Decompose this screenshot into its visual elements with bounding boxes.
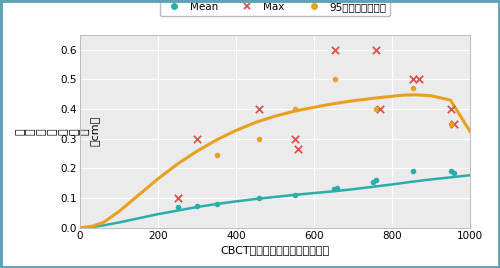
Point — [332, 77, 340, 81]
Legend: Mean, Max, 95パーセンタイル: Mean, Max, 95パーセンタイル — [160, 0, 390, 16]
Point — [193, 203, 201, 208]
Point — [294, 147, 302, 151]
Point — [193, 137, 201, 141]
Point — [410, 77, 418, 81]
Point — [256, 107, 264, 111]
Point — [174, 196, 182, 200]
Point — [446, 169, 454, 174]
Point — [212, 153, 220, 157]
Y-axis label: 背
側
へ
の
変
位
量
（cm）: 背 側 へ の 変 位 量 （cm） — [15, 116, 100, 146]
Point — [290, 137, 298, 141]
Point — [416, 77, 424, 81]
Point — [372, 107, 380, 111]
Point — [446, 122, 454, 126]
Point — [450, 122, 458, 126]
X-axis label: CBCT撮影からの経過時間（秒）: CBCT撮影からの経過時間（秒） — [220, 245, 330, 255]
Point — [174, 205, 182, 209]
Point — [372, 47, 380, 52]
Point — [372, 178, 380, 183]
Point — [410, 169, 418, 174]
Point — [330, 187, 338, 191]
Point — [450, 171, 458, 175]
Point — [212, 202, 220, 206]
Point — [256, 196, 264, 200]
Point — [256, 137, 264, 141]
Point — [368, 180, 376, 184]
Point — [334, 185, 342, 190]
Point — [290, 193, 298, 197]
Point — [332, 47, 340, 52]
Point — [446, 107, 454, 111]
Point — [410, 86, 418, 90]
Point — [290, 107, 298, 111]
Point — [376, 107, 384, 111]
